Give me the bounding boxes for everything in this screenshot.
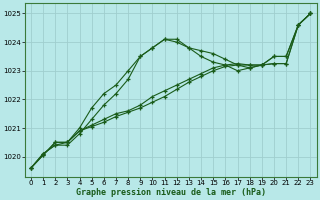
X-axis label: Graphe pression niveau de la mer (hPa): Graphe pression niveau de la mer (hPa) xyxy=(76,188,266,197)
